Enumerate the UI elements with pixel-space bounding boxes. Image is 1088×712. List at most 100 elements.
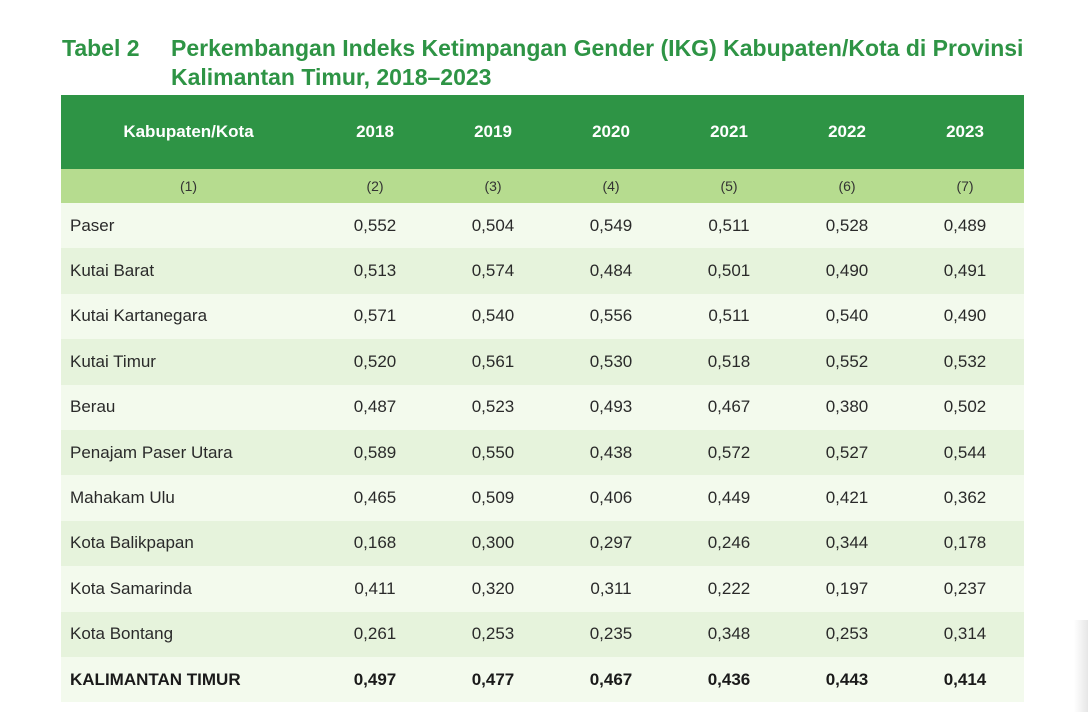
ikg-value-cell: 0,235: [552, 611, 670, 657]
ikg-value-cell: 0,484: [552, 248, 670, 294]
ikg-value-cell: 0,544: [906, 429, 1024, 476]
ikg-value-cell: 0,261: [316, 611, 434, 657]
header-cell: 2023: [906, 95, 1024, 169]
table-label: Tabel 2: [62, 35, 140, 61]
ikg-value-cell: 0,491: [906, 248, 1024, 294]
region-name-cell: Kutai Kartanegara: [61, 293, 316, 340]
ikg-value-cell: 0,520: [316, 339, 434, 385]
table-body: Paser 0,552 0,504 0,549 0,511 0,528 0,489 Kutai…: [61, 203, 1024, 703]
column-number-row: (1) (2) (3) (4) (5) (6) (7): [61, 169, 1024, 203]
header-cell: 2020: [552, 95, 670, 169]
ikg-value-cell: 0,527: [788, 429, 906, 476]
total-row: KALIMANTAN TIMUR 0,497 0,477 0,467 0,436 0,44…: [61, 656, 1024, 703]
ikg-value-cell: 0,297: [552, 520, 670, 567]
ikg-value-cell: 0,513: [316, 248, 434, 294]
ikg-value-cell: 0,540: [434, 293, 552, 340]
ikg-value-cell: 0,489: [906, 203, 1024, 249]
ikg-value-cell: 0,436: [670, 656, 788, 703]
table-row: Penajam Paser Utara 0,589 0,550 0,438 0,572 0…: [61, 429, 1024, 476]
ikg-value-cell: 0,493: [552, 384, 670, 430]
column-number: (2): [316, 169, 434, 203]
column-number: (3): [434, 169, 552, 203]
table-row: Kutai Kartanegara 0,571 0,540 0,556 0,511 0,5…: [61, 293, 1024, 340]
ikg-value-cell: 0,589: [316, 429, 434, 476]
column-number: (6): [788, 169, 906, 203]
table-row: Kota Samarinda 0,411 0,320 0,311 0,222 0,197 0…: [61, 566, 1024, 612]
ikg-value-cell: 0,406: [552, 475, 670, 521]
table-row: Mahakam Ulu 0,465 0,509 0,406 0,449 0,421 0,36…: [61, 475, 1024, 521]
ikg-value-cell: 0,552: [788, 339, 906, 385]
ikg-value-cell: 0,197: [788, 566, 906, 612]
ikg-value-cell: 0,421: [788, 475, 906, 521]
ikg-value-cell: 0,246: [670, 520, 788, 567]
ikg-value-cell: 0,574: [434, 248, 552, 294]
ikg-value-cell: 0,222: [670, 566, 788, 612]
region-name-cell: Paser: [61, 203, 316, 249]
header-cell: 2022: [788, 95, 906, 169]
table-row: Kota Balikpapan 0,168 0,300 0,297 0,246 0,344…: [61, 520, 1024, 567]
ikg-value-cell: 0,311: [552, 566, 670, 612]
ikg-value-cell: 0,509: [434, 475, 552, 521]
ikg-table: Kabupaten/Kota 2018 2019 2020 2021 2022 …: [61, 95, 1024, 703]
ikg-value-cell: 0,414: [906, 656, 1024, 703]
ikg-value-cell: 0,300: [434, 520, 552, 567]
ikg-value-cell: 0,511: [670, 293, 788, 340]
ikg-value-cell: 0,552: [316, 203, 434, 249]
table-title: Perkembangan Indeks Ketimpangan Gender (…: [171, 35, 1024, 90]
ikg-value-cell: 0,502: [906, 384, 1024, 430]
region-name-cell: Kutai Timur: [61, 339, 316, 385]
ikg-value-cell: 0,178: [906, 520, 1024, 567]
ikg-value-cell: 0,443: [788, 656, 906, 703]
region-name-cell: Kota Bontang: [61, 611, 316, 657]
ikg-value-cell: 0,518: [670, 339, 788, 385]
ikg-value-cell: 0,561: [434, 339, 552, 385]
ikg-value-cell: 0,540: [788, 293, 906, 340]
ikg-value-cell: 0,528: [788, 203, 906, 249]
ikg-value-cell: 0,253: [788, 611, 906, 657]
ikg-value-cell: 0,253: [434, 611, 552, 657]
column-number: (5): [670, 169, 788, 203]
table-row: Kutai Barat 0,513 0,574 0,484 0,501 0,490 0,49…: [61, 248, 1024, 294]
table-row: Paser 0,552 0,504 0,549 0,511 0,528 0,489: [61, 203, 1024, 249]
region-name-cell: Penajam Paser Utara: [61, 429, 316, 476]
ikg-value-cell: 0,320: [434, 566, 552, 612]
ikg-value-cell: 0,497: [316, 656, 434, 703]
ikg-value-cell: 0,490: [788, 248, 906, 294]
ikg-value-cell: 0,380: [788, 384, 906, 430]
ikg-value-cell: 0,487: [316, 384, 434, 430]
header-cell: 2018: [316, 95, 434, 169]
header-row: Kabupaten/Kota 2018 2019 2020 2021 2022 …: [61, 95, 1024, 169]
ikg-value-cell: 0,237: [906, 566, 1024, 612]
region-name-cell: Mahakam Ulu: [61, 475, 316, 521]
column-number: (4): [552, 169, 670, 203]
region-name-cell: Kutai Barat: [61, 248, 316, 294]
region-name-cell: Berau: [61, 384, 316, 430]
ikg-value-cell: 0,490: [906, 293, 1024, 340]
ikg-value-cell: 0,504: [434, 203, 552, 249]
ikg-value-cell: 0,362: [906, 475, 1024, 521]
region-name-cell: Kota Samarinda: [61, 566, 316, 612]
table-row: Berau 0,487 0,523 0,493 0,467 0,380 0,502: [61, 384, 1024, 430]
ikg-value-cell: 0,477: [434, 656, 552, 703]
ikg-value-cell: 0,411: [316, 566, 434, 612]
ikg-value-cell: 0,449: [670, 475, 788, 521]
header-cell: Kabupaten/Kota: [61, 95, 316, 169]
ikg-value-cell: 0,556: [552, 293, 670, 340]
header-cell: 2021: [670, 95, 788, 169]
ikg-value-cell: 0,523: [434, 384, 552, 430]
ikg-value-cell: 0,314: [906, 611, 1024, 657]
ikg-value-cell: 0,438: [552, 429, 670, 476]
ikg-value-cell: 0,465: [316, 475, 434, 521]
ikg-value-cell: 0,511: [670, 203, 788, 249]
table-row: Kutai Timur 0,520 0,561 0,530 0,518 0,552 0,53…: [61, 339, 1024, 385]
ikg-value-cell: 0,467: [552, 656, 670, 703]
ikg-value-cell: 0,572: [670, 429, 788, 476]
column-number: (1): [61, 169, 316, 203]
column-number: (7): [906, 169, 1024, 203]
ikg-value-cell: 0,501: [670, 248, 788, 294]
region-name-cell: Kota Balikpapan: [61, 520, 316, 567]
ikg-value-cell: 0,530: [552, 339, 670, 385]
table-row: Kota Bontang 0,261 0,253 0,235 0,348 0,253 0,3…: [61, 611, 1024, 657]
header-cell: 2019: [434, 95, 552, 169]
ikg-value-cell: 0,344: [788, 520, 906, 567]
